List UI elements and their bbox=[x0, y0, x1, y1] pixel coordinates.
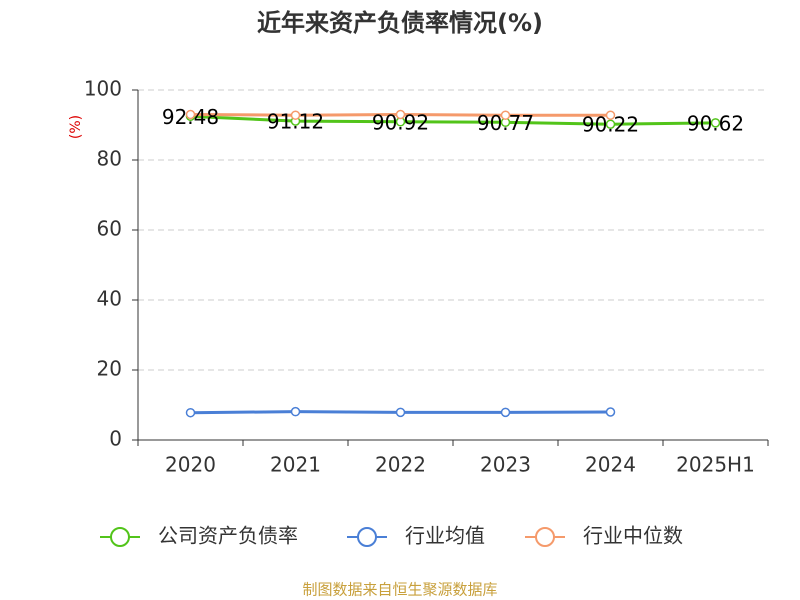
legend-marker bbox=[535, 527, 555, 547]
series-point bbox=[395, 407, 406, 418]
source-note: 制图数据来自恒生聚源数据库 bbox=[302, 581, 497, 599]
data-label: 90.62 bbox=[687, 111, 744, 135]
legend-label: 行业中位数 bbox=[583, 524, 683, 548]
y-tick-label: 40 bbox=[97, 287, 122, 311]
series-point bbox=[500, 407, 511, 418]
x-tick-label: 2023 bbox=[480, 453, 531, 477]
series-point bbox=[290, 406, 301, 417]
x-tick-label: 2025H1 bbox=[676, 453, 755, 477]
series-point bbox=[710, 118, 721, 128]
series-point bbox=[605, 119, 616, 129]
series-point bbox=[290, 110, 301, 120]
y-tick-label: 0 bbox=[109, 427, 122, 451]
legend-label: 公司资产负债率 bbox=[158, 524, 298, 548]
data-label: 90.77 bbox=[477, 111, 534, 135]
series-point bbox=[185, 407, 196, 418]
data-label: 90.22 bbox=[582, 113, 639, 137]
y-tick-label: 100 bbox=[84, 77, 122, 101]
data-label: 91.12 bbox=[267, 110, 324, 134]
chart-title: 近年来资产负债率情况(%) bbox=[257, 9, 543, 37]
y-tick-label: 20 bbox=[97, 357, 122, 381]
data-label: 92.48 bbox=[162, 105, 219, 129]
legend-marker bbox=[357, 527, 377, 547]
series-point bbox=[500, 110, 511, 120]
series-point bbox=[605, 407, 616, 417]
series-point bbox=[395, 109, 406, 120]
x-tick-label: 2021 bbox=[270, 453, 321, 477]
legend-marker bbox=[110, 527, 130, 547]
series-line bbox=[190, 114, 716, 126]
x-tick-label: 2020 bbox=[165, 453, 216, 477]
legend-label: 行业均值 bbox=[405, 524, 485, 548]
x-tick-label: 2022 bbox=[375, 453, 426, 477]
y-tick-label: 60 bbox=[97, 217, 122, 241]
y-tick-label: 80 bbox=[97, 147, 122, 171]
series-point bbox=[185, 109, 196, 120]
y-axis-label: (%) bbox=[68, 115, 84, 139]
series-point bbox=[605, 110, 616, 120]
x-tick-label: 2024 bbox=[585, 453, 636, 477]
data-label: 90.92 bbox=[372, 110, 429, 134]
